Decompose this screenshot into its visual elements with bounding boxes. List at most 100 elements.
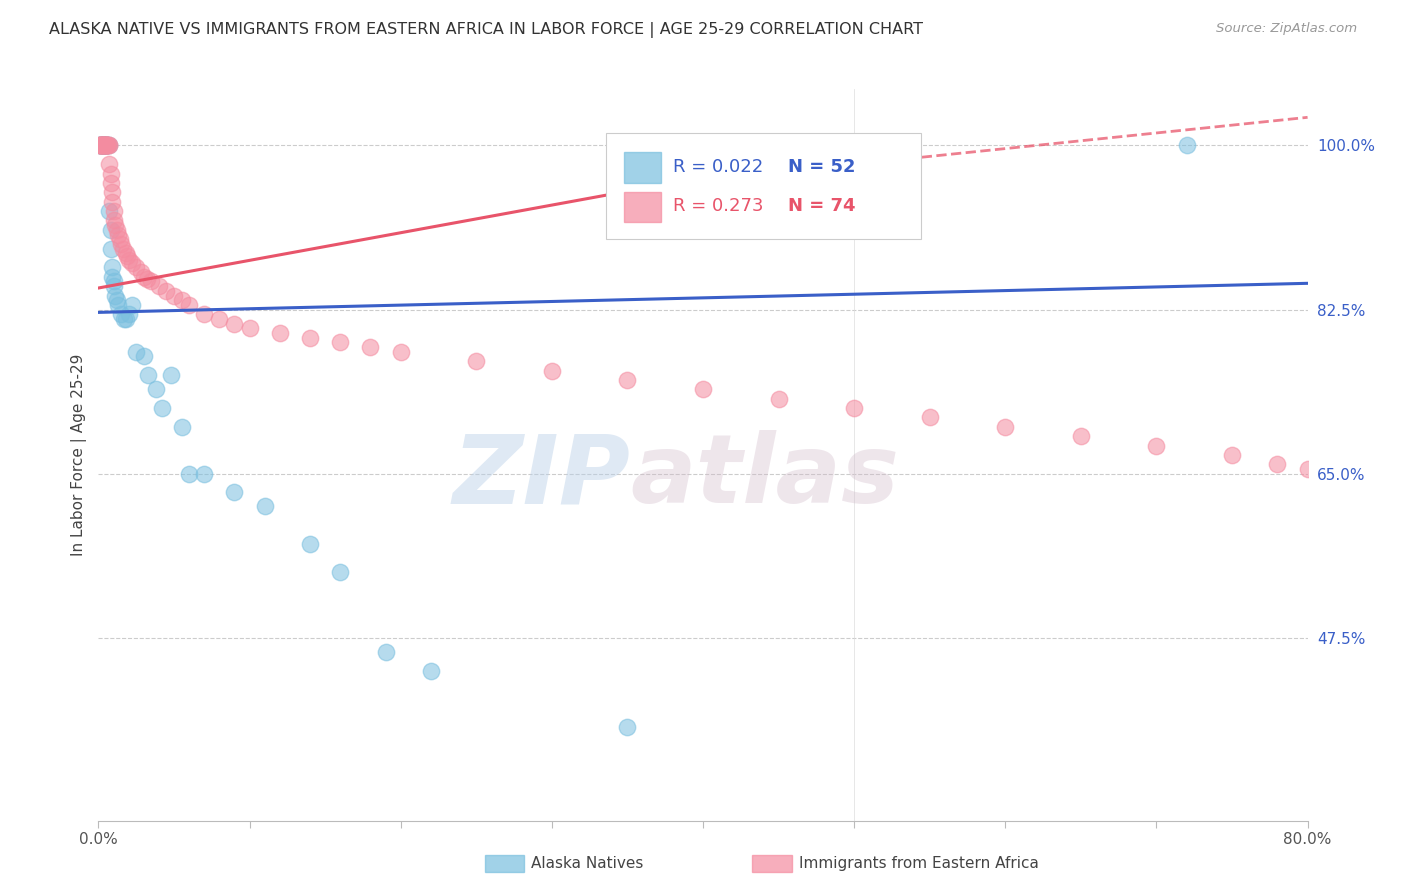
Point [253, 500, 276, 514]
Text: Source: ZipAtlas.com: Source: ZipAtlas.com [1216, 22, 1357, 36]
Y-axis label: In Labor Force | Age 25-29: In Labor Force | Age 25-29 [72, 354, 87, 556]
Point [121, 298, 143, 312]
Point [132, 350, 155, 364]
Point [994, 419, 1017, 434]
Point [100, 242, 122, 256]
Point [91, 138, 114, 153]
Point [107, 227, 129, 242]
Point [93, 138, 115, 153]
Point [94, 138, 117, 153]
Point [145, 382, 167, 396]
Point [136, 368, 159, 383]
Point [115, 249, 138, 263]
Point [299, 331, 322, 345]
Point [114, 246, 136, 260]
Text: atlas: atlas [630, 430, 900, 524]
Text: ZIP: ZIP [453, 430, 630, 524]
Point [91, 138, 114, 153]
Point [98, 138, 121, 153]
Point [89, 138, 111, 153]
Point [125, 260, 148, 275]
Point [125, 344, 148, 359]
Point [193, 307, 215, 321]
Point [374, 645, 396, 659]
Point [329, 335, 352, 350]
Point [239, 321, 262, 335]
Point [93, 138, 115, 153]
Point [101, 260, 124, 275]
Text: Immigrants from Eastern Africa: Immigrants from Eastern Africa [799, 856, 1039, 871]
Point [1296, 462, 1319, 476]
Point [90, 138, 112, 153]
Point [104, 218, 127, 232]
Point [100, 167, 122, 181]
Point [89, 138, 111, 153]
Point [155, 284, 177, 298]
Point [129, 265, 152, 279]
Point [616, 373, 638, 387]
Point [103, 275, 125, 289]
Point [112, 312, 135, 326]
Point [94, 138, 117, 153]
Text: R = 0.273: R = 0.273 [672, 197, 763, 215]
Point [103, 204, 125, 219]
Point [105, 293, 128, 308]
Point [132, 269, 155, 284]
Point [90, 138, 112, 153]
Point [108, 232, 131, 246]
Point [118, 307, 141, 321]
Point [540, 363, 562, 377]
Point [96, 138, 118, 153]
Point [93, 138, 115, 153]
Point [121, 255, 143, 269]
Text: ALASKA NATIVE VS IMMIGRANTS FROM EASTERN AFRICA IN LABOR FORCE | AGE 25-29 CORRE: ALASKA NATIVE VS IMMIGRANTS FROM EASTERN… [49, 22, 924, 38]
Point [101, 194, 124, 209]
Point [103, 279, 125, 293]
Point [90, 138, 112, 153]
Point [94, 138, 117, 153]
Point [844, 401, 866, 415]
Point [94, 138, 117, 153]
Point [89, 138, 111, 153]
Point [91, 138, 114, 153]
Point [208, 312, 231, 326]
Point [170, 293, 193, 308]
Text: N = 74: N = 74 [787, 197, 855, 215]
Point [135, 271, 157, 285]
Point [150, 401, 173, 415]
Point [1220, 448, 1243, 462]
Point [768, 392, 790, 406]
Point [420, 664, 443, 678]
Point [101, 186, 124, 200]
Point [89, 138, 111, 153]
Point [329, 565, 352, 579]
Point [105, 223, 128, 237]
Point [94, 138, 117, 153]
Point [96, 138, 118, 153]
Point [93, 138, 115, 153]
Point [1372, 485, 1395, 500]
Point [1144, 438, 1167, 452]
Point [179, 467, 201, 481]
Point [90, 138, 112, 153]
Point [107, 298, 129, 312]
Point [148, 279, 170, 293]
Point [98, 204, 121, 219]
Point [118, 252, 141, 267]
Point [91, 138, 114, 153]
Point [114, 312, 136, 326]
Text: R = 0.022: R = 0.022 [672, 159, 763, 177]
Point [91, 138, 114, 153]
Point [170, 419, 193, 434]
Point [179, 298, 201, 312]
Point [91, 138, 114, 153]
Point [224, 485, 246, 500]
Point [1267, 458, 1289, 472]
Point [101, 269, 124, 284]
FancyBboxPatch shape [624, 192, 661, 222]
Point [100, 176, 122, 190]
Point [141, 275, 163, 289]
Point [90, 138, 112, 153]
Point [90, 138, 112, 153]
Point [110, 307, 132, 321]
